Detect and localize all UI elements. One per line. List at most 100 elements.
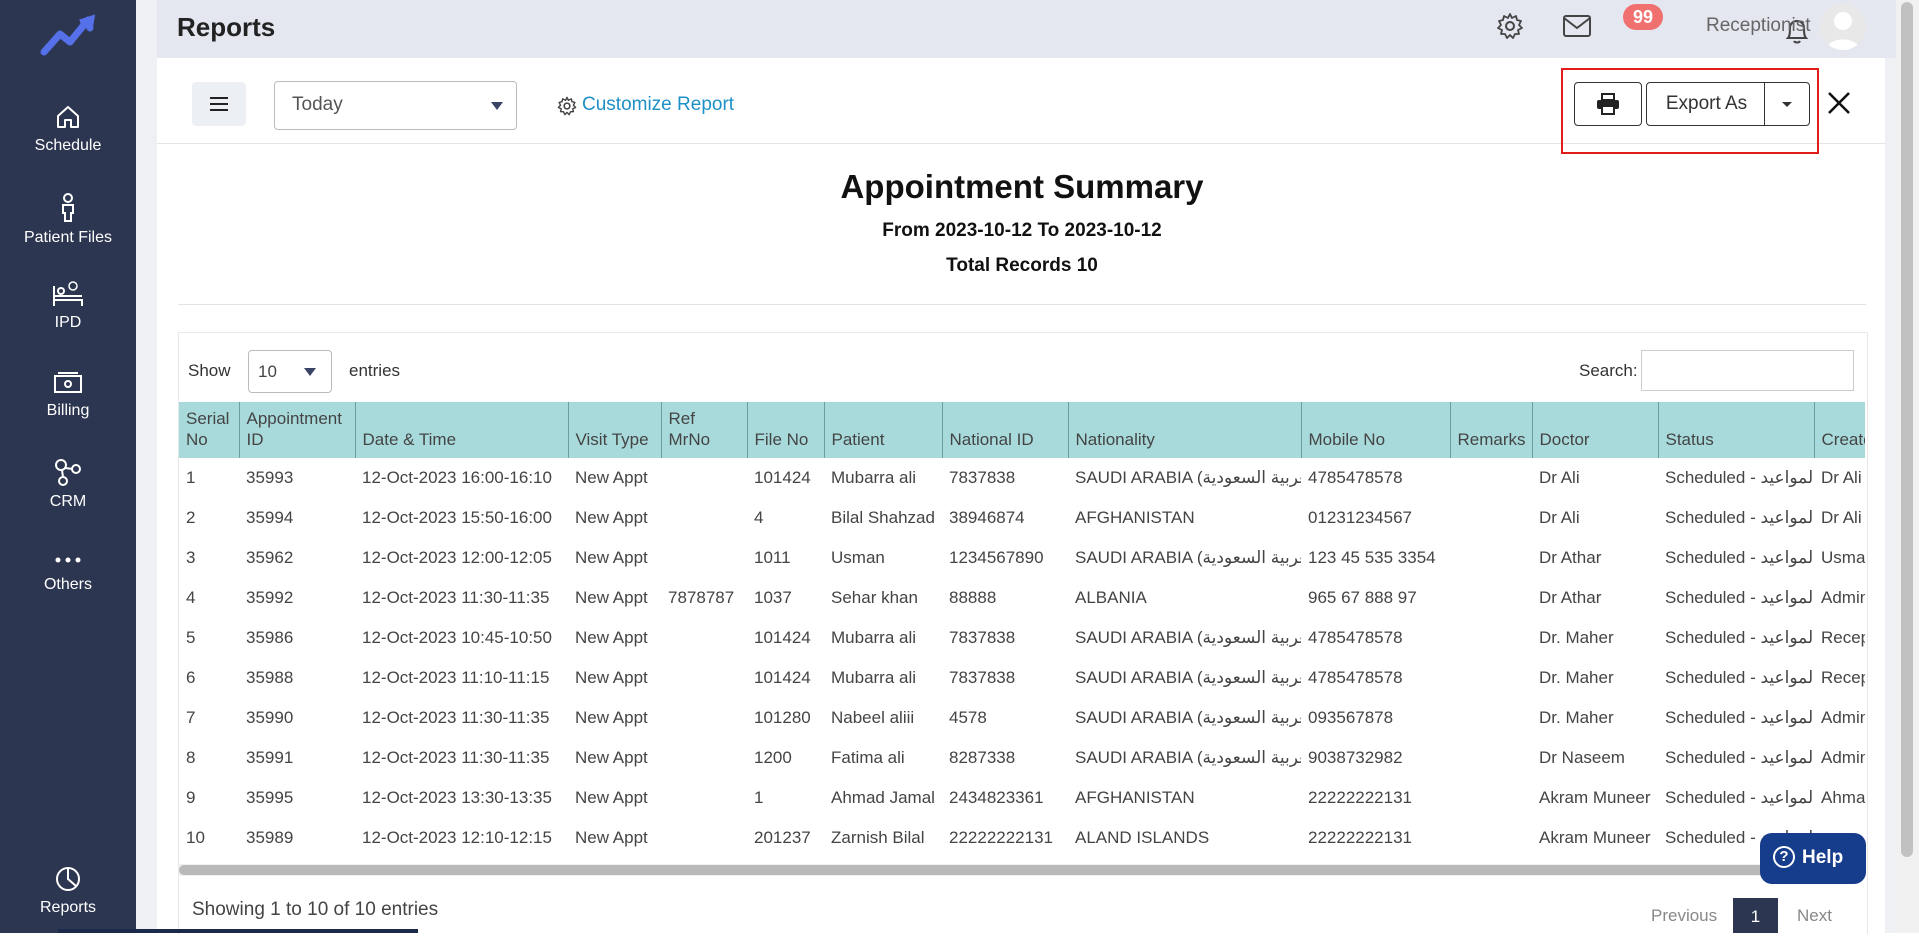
sidebar-item-reports[interactable]: Reports [0, 865, 136, 917]
notification-badge: 99 [1623, 4, 1663, 30]
export-as-button[interactable]: Export As [1646, 82, 1767, 126]
column-header-status[interactable]: Status [1658, 402, 1815, 458]
cell-ref [661, 458, 747, 498]
sidebar-item-billing[interactable]: Billing [0, 370, 136, 420]
column-header-file[interactable]: File No [747, 402, 825, 458]
cell-visit: New Appt [575, 508, 648, 527]
cell-mobile: 123 45 535 3354 [1308, 548, 1436, 567]
sidebar-item-label: Billing [46, 402, 90, 419]
column-header-mobile[interactable]: Mobile No [1301, 402, 1451, 458]
table-row[interactable]: 4 35992 12-Oct-2023 11:30-11:35 New Appt 787… [179, 578, 1865, 618]
cell-status: Scheduled - المواعيد [1665, 668, 1814, 687]
cell-serial: 9 [186, 788, 196, 807]
cell-doctor: Dr Ali [1539, 508, 1580, 527]
column-header-nationality[interactable]: Nationality [1068, 402, 1302, 458]
pagination-next[interactable]: Next [1797, 906, 1832, 925]
sidebar: Schedule Patient Files IPD Billing CRM O… [0, 0, 136, 933]
cell-nationality: ALBANIA [1075, 588, 1147, 607]
cell-doctor: Akram Muneer [1539, 788, 1651, 807]
cell-created: Recept [1821, 668, 1865, 687]
horizontal-scrollbar[interactable] [179, 864, 1865, 876]
sidebar-item-schedule[interactable]: Schedule [0, 103, 136, 155]
cell-serial: 10 [186, 828, 205, 847]
sidebar-item-label: Others [43, 576, 92, 593]
column-header-appt_id[interactable]: Appointment ID [239, 402, 356, 458]
cell-nationality: SAUDI ARABIA (العربية السعودية) [1075, 668, 1301, 687]
cell-serial: 4 [186, 588, 196, 607]
column-header-datetime[interactable]: Date & Time [355, 402, 569, 458]
scrollbar-thumb[interactable] [1901, 2, 1913, 857]
cell-visit: New Appt [575, 708, 648, 727]
scrollbar-thumb[interactable] [179, 865, 1865, 875]
close-icon[interactable] [1826, 90, 1852, 116]
cell-serial: 2 [186, 508, 196, 527]
table-row[interactable]: 7 35990 12-Oct-2023 11:30-11:35 New Appt 101… [179, 698, 1865, 738]
date-filter-select[interactable]: Today [274, 81, 517, 130]
report-total-records: Total Records 10 [946, 255, 1098, 276]
cell-file: 101424 [754, 468, 811, 487]
pagination-page-1[interactable]: 1 [1733, 898, 1778, 933]
table-row[interactable]: 1 35993 12-Oct-2023 16:00-16:10 New Appt 101… [179, 458, 1865, 498]
cell-ref: 7878787 [668, 588, 735, 607]
sidebar-item-crm[interactable]: CRM [0, 457, 136, 511]
cell-datetime: 12-Oct-2023 11:10-11:15 [362, 668, 550, 687]
top-header: Reports 99 Receptionist [157, 0, 1896, 58]
sidebar-item-patient-files[interactable]: Patient Files [0, 193, 136, 247]
bottom-bar [58, 929, 418, 933]
entries-per-page-select[interactable]: 10 [248, 350, 332, 393]
cell-national_id: 7837838 [949, 628, 1016, 647]
cell-doctor: Akram Muneer [1539, 828, 1651, 847]
cell-file: 101424 [754, 628, 811, 647]
cell-datetime: 12-Oct-2023 10:45-10:50 [362, 628, 552, 647]
gear-icon[interactable] [1496, 12, 1524, 40]
mail-icon[interactable] [1562, 14, 1592, 38]
table-row[interactable]: 9 35995 12-Oct-2023 13:30-13:35 New Appt 1 Ah… [179, 778, 1865, 818]
column-header-created[interactable]: Created [1814, 402, 1865, 458]
cell-national_id: 1234567890 [949, 548, 1044, 567]
table-row[interactable]: 3 35962 12-Oct-2023 12:00-12:05 New Appt 101… [179, 538, 1865, 578]
user-name[interactable]: Receptionist [1706, 15, 1811, 36]
cell-datetime: 12-Oct-2023 15:50-16:00 [362, 508, 552, 527]
sidebar-item-label: Schedule [34, 137, 102, 154]
pagination-previous[interactable]: Previous [1651, 906, 1718, 925]
table-row[interactable]: 10 35989 12-Oct-2023 12:10-12:15 New Appt 20… [179, 818, 1865, 856]
column-header-remarks[interactable]: Remarks [1450, 402, 1533, 458]
bell-icon[interactable] [1782, 16, 1812, 46]
cell-patient: Mubarra ali [831, 468, 917, 487]
cell-visit: New Appt [575, 588, 648, 607]
cell-mobile: 4785478578 [1308, 628, 1403, 647]
table-row[interactable]: 5 35986 12-Oct-2023 10:45-10:50 New Appt 101… [179, 618, 1865, 658]
table-row[interactable]: 6 35988 12-Oct-2023 11:10-11:15 New Appt 101… [179, 658, 1865, 698]
print-button[interactable] [1574, 82, 1642, 126]
table-row[interactable]: 8 35991 12-Oct-2023 11:30-11:35 New Appt 120… [179, 738, 1865, 778]
column-header-doctor[interactable]: Doctor [1532, 402, 1659, 458]
cell-nationality: SAUDI ARABIA (العربية السعودية) [1075, 748, 1301, 767]
avatar[interactable] [1820, 4, 1866, 50]
sidebar-item-others[interactable]: Others [0, 550, 136, 594]
cell-mobile: 4785478578 [1308, 668, 1403, 687]
column-header-patient[interactable]: Patient [824, 402, 943, 458]
table-row[interactable]: 2 35994 12-Oct-2023 15:50-16:00 New Appt 4 Bi… [179, 498, 1865, 538]
cell-remarks [1450, 498, 1532, 538]
cell-doctor: Dr Athar [1539, 548, 1602, 567]
cell-file: 201237 [754, 828, 811, 847]
cell-serial: 1 [186, 468, 196, 487]
page-scrollbar[interactable] [1896, 0, 1919, 933]
sidebar-item-ipd[interactable]: IPD [0, 280, 136, 332]
column-header-visit[interactable]: Visit Type [568, 402, 662, 458]
cell-ref [661, 538, 747, 578]
column-header-national_id[interactable]: National ID [942, 402, 1069, 458]
export-dropdown-toggle[interactable] [1764, 82, 1810, 126]
cell-nationality: SAUDI ARABIA (العربية السعودية) [1075, 628, 1301, 647]
cell-status: Scheduled - المواعيد [1665, 748, 1814, 767]
search-input[interactable] [1641, 350, 1854, 391]
cell-status: Scheduled - المواعيد [1665, 588, 1814, 607]
column-header-ref[interactable]: Ref MrNo [661, 402, 748, 458]
column-header-serial[interactable]: Serial No [179, 402, 240, 458]
cell-datetime: 12-Oct-2023 13:30-13:35 [362, 788, 552, 807]
cell-patient: Fatima ali [831, 748, 905, 767]
cell-remarks [1450, 578, 1532, 618]
question-icon: ? [1773, 846, 1795, 868]
menu-toggle-button[interactable] [192, 82, 246, 126]
help-button[interactable]: ? Help [1760, 833, 1866, 884]
